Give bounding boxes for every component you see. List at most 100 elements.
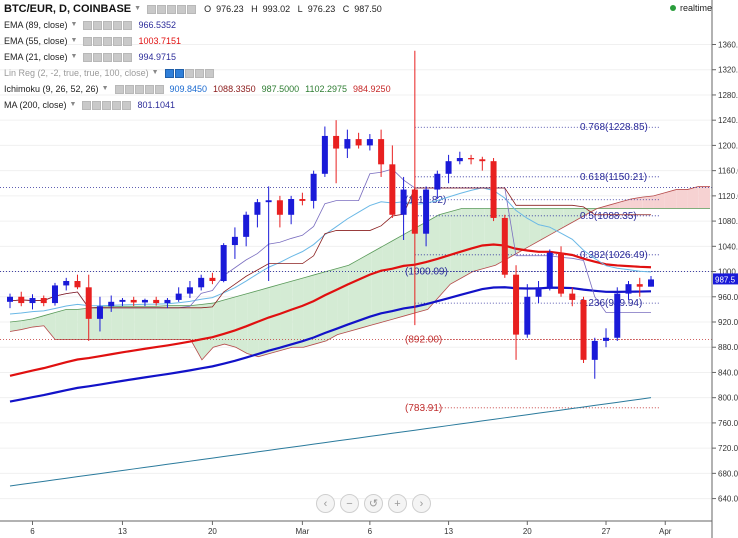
high-value: 993.02 [262, 4, 291, 14]
close-icon[interactable] [184, 68, 194, 78]
more-icon[interactable] [123, 36, 133, 46]
close-icon[interactable] [103, 52, 113, 62]
eye-icon[interactable] [83, 36, 93, 46]
settings-icon[interactable] [93, 20, 103, 30]
candle-body [243, 214, 250, 237]
y-tick-label: 1080.00 [718, 217, 738, 226]
candle [591, 337, 598, 379]
cloud-segment [190, 304, 202, 360]
price-axis[interactable]: 1360.00 1320.00 1280.00 1240.00 1200.00 1160.… [712, 41, 738, 504]
settings-icon[interactable] [92, 100, 102, 110]
candle [243, 211, 250, 247]
indicator-row[interactable]: Lin Reg (2, -2, true, true, 100, close) ▼ [4, 66, 220, 80]
indicator-value: 801.1041 [137, 100, 176, 110]
plus-icon[interactable] [113, 20, 123, 30]
settings-icon[interactable] [93, 36, 103, 46]
x-tick-label: 27 [602, 527, 611, 536]
indicator-row[interactable]: EMA (89, close) ▼ 966.5352 [4, 18, 182, 32]
plus-icon[interactable] [194, 68, 204, 78]
candle-body [18, 296, 25, 304]
indicator-buttons [164, 68, 214, 78]
cloud-segment [676, 189, 688, 209]
candle-body [265, 200, 272, 203]
eye-icon[interactable] [147, 4, 157, 14]
chevron-down-icon[interactable]: ▼ [151, 69, 159, 76]
settings-icon[interactable] [124, 84, 134, 94]
indicator-lines [9, 168, 652, 487]
cloud-segment [529, 208, 541, 247]
candle [175, 287, 182, 302]
plus-icon[interactable] [113, 52, 123, 62]
indicator-row[interactable]: EMA (21, close) ▼ 994.9715 [4, 50, 182, 64]
close-icon[interactable] [134, 84, 144, 94]
chevron-down-icon[interactable]: ▼ [70, 37, 78, 44]
chevron-down-icon[interactable]: ▼ [70, 53, 78, 60]
plus-icon[interactable] [113, 36, 123, 46]
candle [513, 265, 520, 360]
close-icon[interactable] [103, 20, 113, 30]
scroll-left-button[interactable]: ‹ [316, 494, 335, 513]
cloud-segment [168, 305, 180, 340]
indicator-row[interactable]: EMA (55, close) ▼ 1003.7151 [4, 34, 187, 48]
symbol-title[interactable]: BTC/EUR, D, COINBASE [4, 3, 132, 15]
chevron-down-icon[interactable]: ▼ [69, 101, 77, 108]
candle [344, 129, 351, 159]
indicator-row[interactable]: MA (200, close) ▼ 801.1041 [4, 98, 181, 112]
indicator-name[interactable]: MA (200, close) [4, 100, 67, 110]
symbol-row: BTC/EUR, D, COINBASE ▼ O 976.23 H 993.02 L… [4, 2, 387, 16]
more-icon[interactable] [187, 4, 197, 14]
settings-icon[interactable] [157, 4, 167, 14]
close-icon[interactable] [167, 4, 177, 14]
cloud-segment [213, 299, 225, 348]
candle-body [389, 164, 396, 215]
more-icon[interactable] [204, 68, 214, 78]
cloud-segment [427, 214, 440, 310]
candle [63, 277, 70, 291]
chevron-down-icon[interactable]: ▼ [134, 5, 142, 12]
candle-body [355, 139, 362, 146]
indicator-name[interactable]: EMA (55, close) [4, 36, 68, 46]
scroll-right-button[interactable]: › [412, 494, 431, 513]
candle [558, 246, 565, 297]
candle [310, 170, 317, 209]
kijun-line [9, 187, 651, 309]
settings-icon[interactable] [93, 52, 103, 62]
eye-icon[interactable] [83, 52, 93, 62]
more-icon[interactable] [122, 100, 132, 110]
date-axis[interactable]: 6 13 20 Mar 6 13 20 27 Apr [30, 521, 672, 536]
reset-button[interactable]: ↺ [364, 494, 383, 513]
chevron-down-icon[interactable]: ▼ [70, 21, 78, 28]
chevron-down-icon[interactable]: ▼ [101, 85, 109, 92]
close-icon[interactable] [103, 36, 113, 46]
plus-icon[interactable] [112, 100, 122, 110]
eye-icon[interactable] [82, 100, 92, 110]
y-tick-label: 680.00 [718, 469, 738, 478]
indicator-row[interactable]: Ichimoku (9, 26, 52, 26) ▼ 909.8450 1088.33… [4, 82, 397, 96]
candle [141, 298, 148, 307]
eye-icon[interactable] [164, 68, 174, 78]
indicator-name[interactable]: Ichimoku (9, 26, 52, 26) [4, 84, 99, 94]
eye-icon[interactable] [83, 20, 93, 30]
indicator-name[interactable]: EMA (89, close) [4, 20, 68, 30]
more-icon[interactable] [154, 84, 164, 94]
zoom-out-button[interactable]: − [340, 494, 359, 513]
plus-icon[interactable] [177, 4, 187, 14]
plus-icon[interactable] [144, 84, 154, 94]
cloud-segment [179, 305, 191, 340]
more-icon[interactable] [123, 20, 133, 30]
close-icon[interactable] [102, 100, 112, 110]
last-price-label: 987.5 [715, 275, 736, 284]
candle [546, 249, 553, 291]
y-tick-label: 840.00 [718, 368, 738, 377]
fib-label: 0.236(949.94) [580, 298, 642, 309]
settings-icon[interactable] [174, 68, 184, 78]
indicator-name[interactable]: Lin Reg (2, -2, true, true, 100, close) [4, 68, 149, 78]
indicator-name[interactable]: EMA (21, close) [4, 52, 68, 62]
candle [254, 199, 261, 228]
eye-icon[interactable] [114, 84, 124, 94]
cloud-segment [608, 202, 620, 209]
candlesticks [7, 50, 654, 379]
more-icon[interactable] [123, 52, 133, 62]
zoom-in-button[interactable]: + [388, 494, 407, 513]
